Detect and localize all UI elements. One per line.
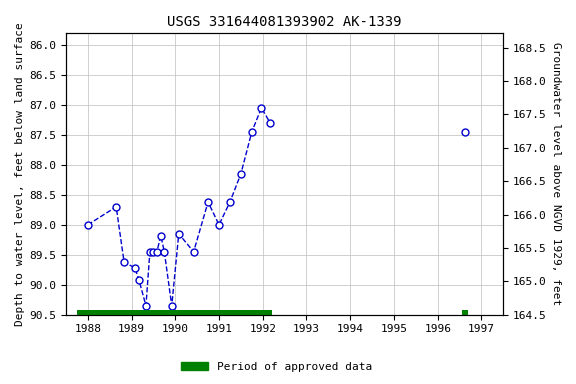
Y-axis label: Depth to water level, feet below land surface: Depth to water level, feet below land su… (15, 22, 25, 326)
Legend: Period of approved data: Period of approved data (176, 358, 377, 377)
Title: USGS 331644081393902 AK-1339: USGS 331644081393902 AK-1339 (168, 15, 402, 29)
Y-axis label: Groundwater level above NGVD 1929, feet: Groundwater level above NGVD 1929, feet (551, 42, 561, 305)
